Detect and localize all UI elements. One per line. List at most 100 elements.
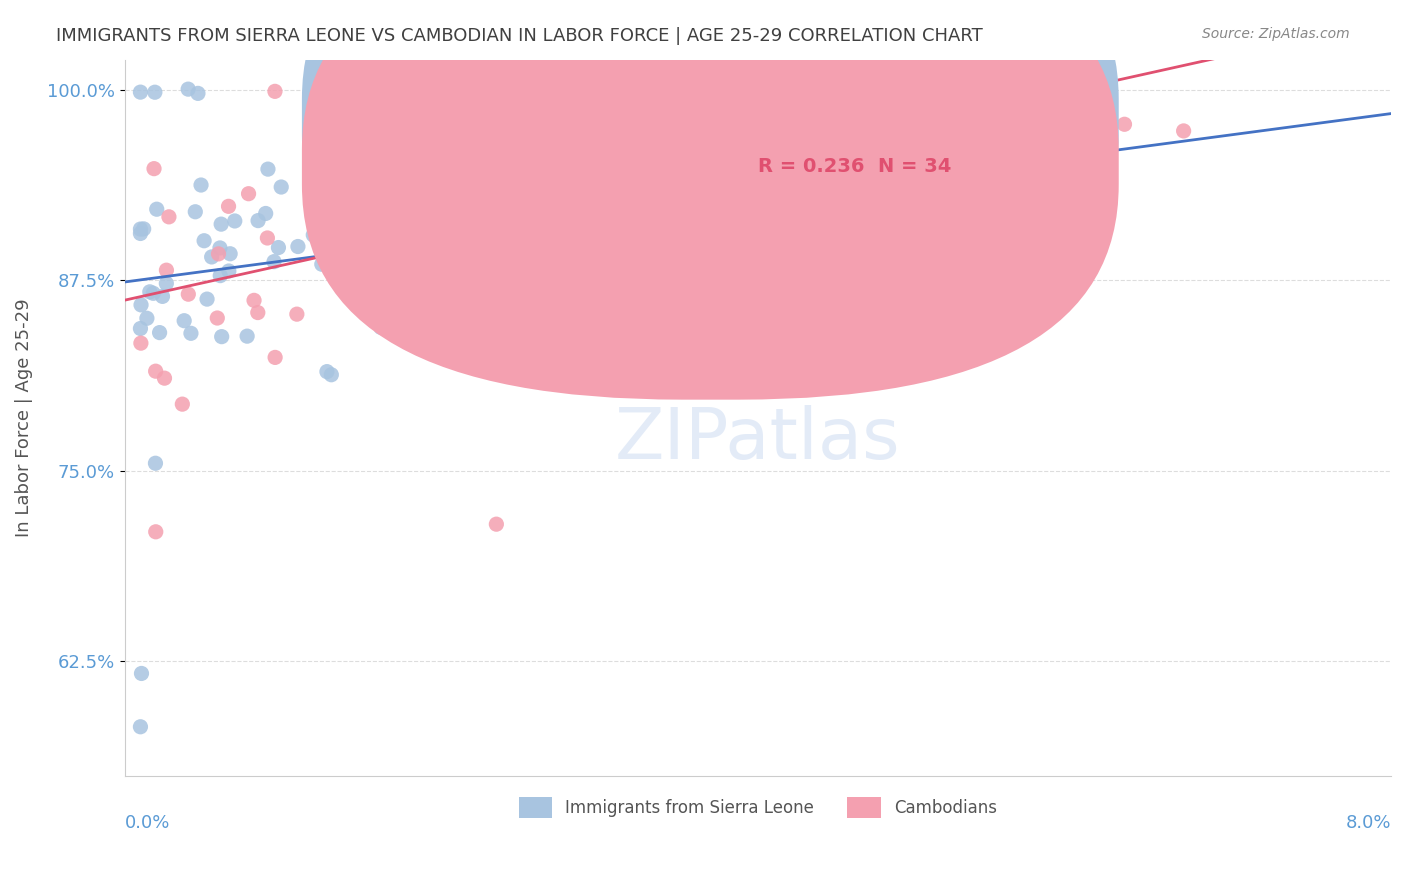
- Point: [340, 251, 363, 265]
- Point: [129, 720, 152, 734]
- Text: R = 0.236: R = 0.236: [758, 158, 865, 177]
- Point: [522, 244, 544, 259]
- Point: [187, 87, 209, 101]
- Point: [519, 305, 541, 319]
- Point: [211, 329, 233, 343]
- Point: [139, 285, 162, 299]
- Point: [389, 150, 412, 164]
- Point: [1173, 124, 1195, 138]
- Point: [236, 329, 259, 343]
- Point: [173, 314, 195, 328]
- Point: [219, 246, 242, 260]
- Point: [135, 311, 157, 326]
- Text: Source: ZipAtlas.com: Source: ZipAtlas.com: [1202, 27, 1350, 41]
- Point: [720, 228, 742, 243]
- Point: [264, 351, 287, 365]
- Point: [177, 287, 200, 301]
- Point: [436, 259, 458, 273]
- Point: [132, 222, 155, 236]
- Point: [287, 239, 309, 253]
- Point: [145, 456, 167, 470]
- FancyBboxPatch shape: [302, 0, 1119, 350]
- Point: [267, 241, 290, 255]
- Point: [485, 517, 508, 532]
- Point: [561, 161, 583, 176]
- Text: R = 0.075: R = 0.075: [758, 107, 865, 127]
- Point: [129, 321, 152, 335]
- Point: [207, 311, 229, 326]
- Point: [224, 214, 246, 228]
- Point: [246, 305, 269, 319]
- Point: [145, 524, 167, 539]
- Point: [1114, 117, 1136, 131]
- Point: [316, 365, 339, 379]
- Point: [364, 261, 387, 276]
- Point: [330, 83, 353, 97]
- Point: [311, 257, 333, 271]
- Point: [129, 85, 152, 99]
- Point: [155, 263, 177, 277]
- Point: [208, 241, 231, 255]
- Point: [145, 202, 167, 217]
- Point: [342, 83, 364, 97]
- Point: [302, 227, 325, 242]
- Point: [257, 162, 280, 177]
- Point: [321, 368, 343, 382]
- Point: [321, 139, 343, 153]
- Point: [177, 82, 200, 96]
- Point: [498, 153, 520, 168]
- Point: [247, 213, 270, 227]
- Point: [129, 227, 152, 241]
- Point: [243, 293, 266, 308]
- Point: [673, 266, 696, 280]
- Text: N = 34: N = 34: [879, 158, 952, 177]
- Point: [129, 336, 152, 351]
- Point: [195, 292, 218, 306]
- Point: [411, 223, 433, 237]
- Point: [155, 277, 177, 291]
- Point: [201, 250, 224, 264]
- Legend: Immigrants from Sierra Leone, Cambodians: Immigrants from Sierra Leone, Cambodians: [512, 791, 1004, 824]
- Point: [804, 83, 827, 97]
- Point: [806, 121, 828, 136]
- Point: [129, 298, 152, 312]
- Point: [1004, 83, 1026, 97]
- Point: [129, 222, 152, 236]
- Point: [430, 261, 453, 276]
- Point: [375, 139, 398, 153]
- Text: ZIPatlas: ZIPatlas: [614, 405, 901, 474]
- Point: [180, 326, 202, 341]
- FancyBboxPatch shape: [302, 0, 1119, 400]
- Point: [193, 234, 215, 248]
- Point: [371, 241, 394, 255]
- Point: [564, 354, 586, 368]
- Point: [153, 371, 176, 385]
- Point: [157, 210, 180, 224]
- Point: [218, 264, 240, 278]
- Text: 8.0%: 8.0%: [1346, 814, 1391, 832]
- Point: [152, 289, 174, 303]
- Point: [733, 224, 755, 238]
- Point: [184, 204, 207, 219]
- Point: [671, 151, 693, 165]
- Point: [218, 199, 240, 213]
- Point: [263, 254, 285, 268]
- Text: IMMIGRANTS FROM SIERRA LEONE VS CAMBODIAN IN LABOR FORCE | AGE 25-29 CORRELATION: IMMIGRANTS FROM SIERRA LEONE VS CAMBODIA…: [56, 27, 983, 45]
- Point: [256, 231, 278, 245]
- Point: [190, 178, 212, 192]
- Point: [623, 234, 645, 248]
- Point: [733, 119, 755, 133]
- Point: [311, 80, 333, 95]
- Point: [328, 124, 350, 138]
- Point: [285, 307, 308, 321]
- Point: [508, 302, 530, 317]
- Point: [254, 206, 277, 220]
- Point: [143, 85, 166, 99]
- Point: [143, 161, 166, 176]
- Point: [207, 247, 229, 261]
- Point: [370, 320, 392, 334]
- Point: [583, 85, 606, 99]
- Text: N = 69: N = 69: [879, 107, 952, 127]
- Point: [371, 82, 394, 96]
- Point: [357, 186, 380, 201]
